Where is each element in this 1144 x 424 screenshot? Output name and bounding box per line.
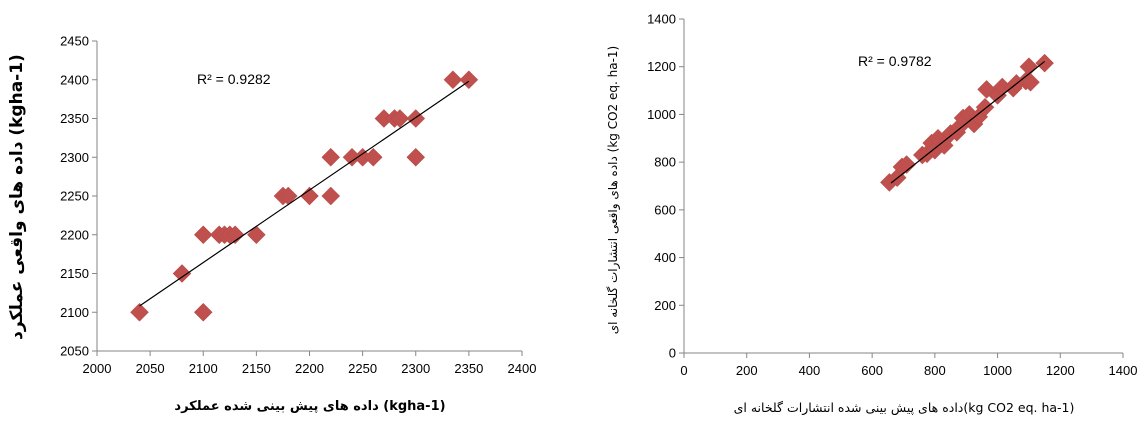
data-point — [1021, 72, 1040, 92]
x-tick-label: 2100 — [189, 361, 218, 376]
y-tick-label: 800 — [654, 155, 676, 170]
chart-2-x-ticks: 0 200 400 600 800 1000 1200 1400 — [680, 353, 1137, 378]
x-tick-label: 2150 — [242, 361, 271, 376]
data-point — [225, 225, 245, 245]
data-point — [406, 147, 426, 167]
data-point — [1035, 53, 1054, 73]
chart-2-x-axis-title: داده های پیش بینی شده انتشارات گلخانه ای… — [734, 400, 1075, 416]
y-tick-label: 1000 — [647, 107, 676, 122]
chart-1-r2-label: R² = 0.9282 — [197, 71, 271, 87]
x-tick-label: 2350 — [454, 361, 483, 376]
y-tick-label: 400 — [654, 250, 676, 265]
y-tick-label: 2150 — [60, 266, 89, 281]
chart-2-axes — [683, 19, 1123, 354]
data-point — [390, 109, 410, 128]
x-tick-label: 1400 — [1109, 363, 1138, 378]
chart-2-trendline — [890, 60, 1045, 184]
data-point — [321, 147, 341, 167]
x-tick-label: 800 — [924, 363, 946, 378]
y-tick-label: 1200 — [647, 59, 676, 74]
y-tick-label: 2400 — [60, 72, 89, 87]
data-point — [321, 186, 341, 206]
data-point — [443, 70, 463, 90]
chart-1-trendline — [139, 80, 470, 307]
y-tick-label: 2250 — [60, 189, 89, 204]
x-tick-label: 2300 — [401, 361, 430, 376]
chart-1-x-axis-title: داده های پیش بینی شده عملکرد (kgha-1) — [174, 399, 445, 414]
data-point — [247, 225, 266, 245]
data-point — [300, 186, 319, 206]
y-tick-label: 2200 — [60, 227, 89, 242]
data-point — [363, 147, 383, 167]
y-tick-label: 2050 — [60, 344, 89, 359]
x-tick-label: 2000 — [83, 361, 112, 376]
x-tick-label: 1000 — [983, 363, 1012, 378]
chart-2-y-axis-title: داده های واقعی انتشارات گلخانه ای (kg CO… — [606, 46, 621, 334]
y-tick-label: 2450 — [60, 34, 89, 49]
data-point — [193, 225, 213, 245]
chart-1-points — [130, 70, 479, 322]
chart-2: 0 200 400 600 800 1000 1200 1400 0 200 400 600 800 1… — [606, 12, 1137, 417]
chart-1-y-axis-title: داده های واقعی عملکرد (kgha-1) — [7, 54, 27, 340]
y-tick-label: 1400 — [647, 12, 676, 27]
chart-1: 2050 2100 2150 2200 2250 2300 2350 2400 2450 200… — [7, 34, 536, 415]
data-point — [406, 109, 426, 128]
x-tick-label: 600 — [861, 363, 883, 378]
y-tick-label: 200 — [654, 298, 676, 313]
x-tick-label: 2400 — [508, 361, 537, 376]
data-point — [897, 155, 916, 174]
chart-2-r2-label: R² = 0.9782 — [858, 53, 932, 69]
y-tick-label: 0 — [669, 346, 676, 361]
x-tick-label: 400 — [799, 363, 821, 378]
x-tick-label: 0 — [680, 363, 687, 378]
data-point — [1019, 57, 1039, 77]
y-tick-label: 2100 — [60, 305, 89, 320]
data-point — [172, 264, 192, 283]
x-tick-label: 2200 — [295, 361, 324, 376]
chart-1-y-ticks: 2050 2100 2150 2200 2250 2300 2350 2400 2450 — [60, 34, 97, 359]
y-tick-label: 2350 — [60, 111, 89, 126]
x-tick-label: 200 — [736, 363, 758, 378]
x-tick-label: 2250 — [348, 361, 377, 376]
chart-2-y-ticks: 0 200 400 600 800 1000 1200 1400 — [647, 12, 684, 361]
data-point — [193, 302, 213, 322]
x-tick-label: 1200 — [1046, 363, 1075, 378]
y-tick-label: 2300 — [60, 150, 89, 165]
x-tick-label: 2050 — [136, 361, 165, 376]
data-point — [130, 302, 149, 322]
chart-1-x-ticks: 2000 2050 2100 2150 2200 2250 2300 2350 2400 — [83, 351, 537, 376]
y-tick-label: 600 — [654, 202, 676, 217]
